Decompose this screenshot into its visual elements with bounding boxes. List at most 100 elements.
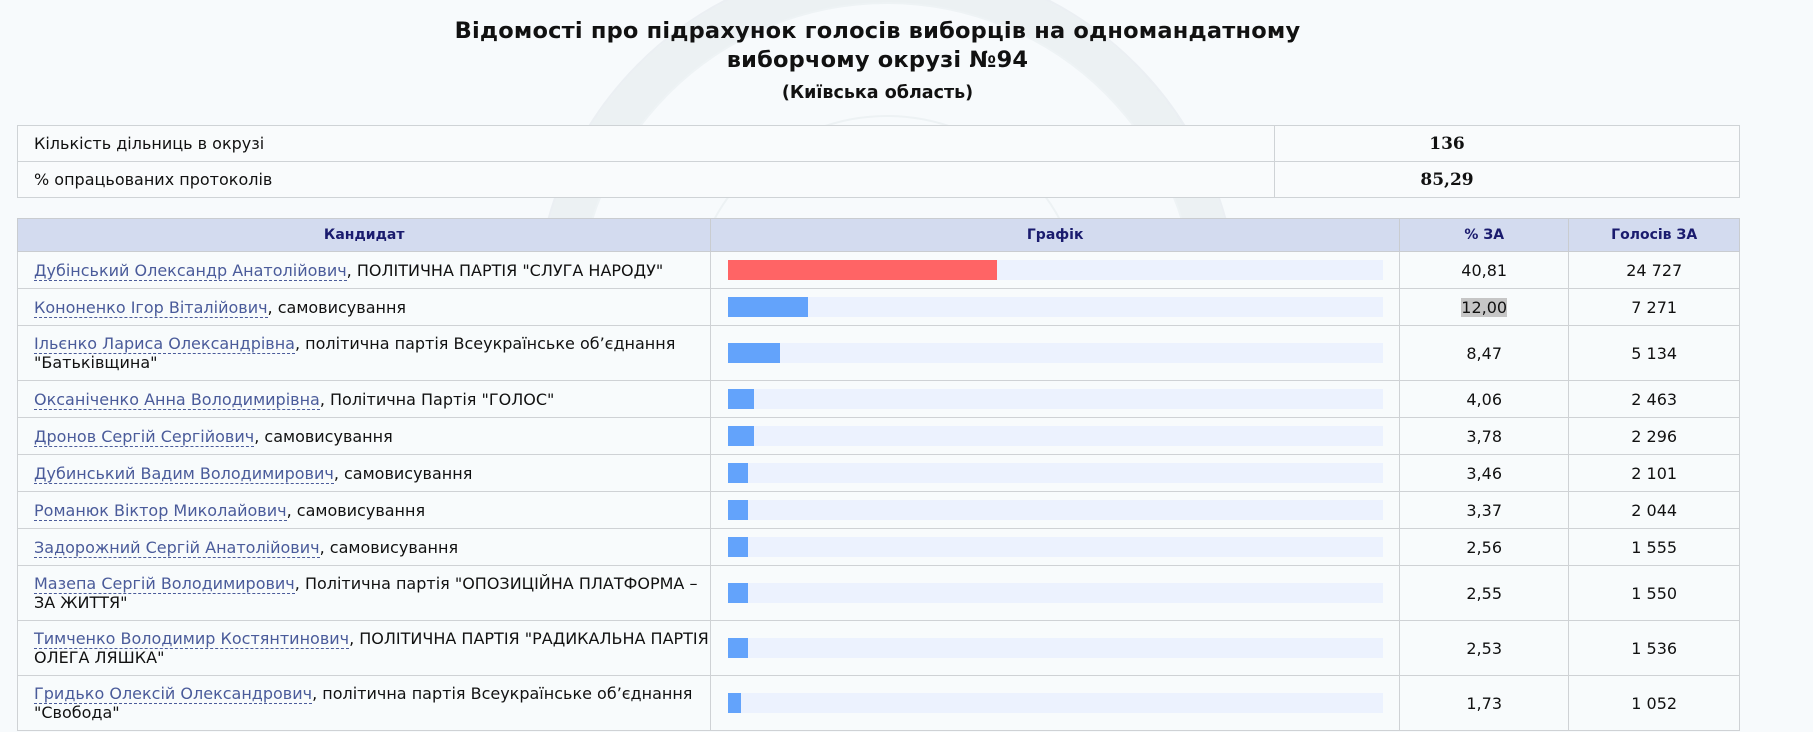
bar-track [728,500,1384,520]
candidate-name-link[interactable]: Тимченко Володимир Костянтинович [34,629,350,649]
votes-cell: 1 550 [1568,565,1740,621]
column-header-candidate[interactable]: Кандидат [16,218,712,252]
votes-value: 2 044 [1631,500,1678,520]
percent-value: 2,55 [1466,583,1502,603]
candidate-party: , ПОЛІТИЧНА ПАРТІЯ "СЛУГА НАРОДУ" [346,260,664,280]
candidate-name-link[interactable]: Мазепа Сергій Володимирович [34,574,295,594]
percent-value: 3,78 [1466,426,1502,446]
percent-cell: 12,00 [1399,288,1570,326]
votes-value: 1 550 [1631,583,1678,603]
votes-value: 24 727 [1626,260,1683,280]
votes-value: 2 101 [1631,463,1678,483]
table-row: Мазепа Сергій Володимирович, Політична п… [16,565,1740,621]
candidate-name-link[interactable]: Оксаніченко Анна Володимирівна [34,389,320,410]
votes-value: 1 052 [1631,693,1678,713]
candidate-cell: Кононенко Ігор Віталійович, самовисуванн… [16,288,712,326]
candidate-cell: Мазепа Сергій Володимирович, Політична п… [16,565,712,621]
bar-track [728,389,1384,409]
table-row: Дубінський Олександр Анатолійович, ПОЛІТ… [16,251,1740,289]
votes-cell: 1 555 [1568,528,1740,566]
chart-cell [710,417,1401,455]
percent-value: 12,00 [1461,297,1508,317]
candidate-cell: Тимченко Володимир Костянтинович, ПОЛІТИ… [16,620,712,676]
bar-track [728,693,1384,713]
candidate-name-link[interactable]: Кононенко Ігор Віталійович [34,297,268,318]
summary-label: % опрацьованих протоколів [17,161,1275,198]
chart-cell [710,565,1401,621]
chart-cell [710,251,1401,289]
table-row: Задорожний Сергій Анатолійович, самовису… [16,528,1740,566]
percent-value: 3,37 [1466,500,1502,520]
candidate-party: , Політична Партія "ГОЛОС" [319,389,555,409]
vote-share-bar [728,463,749,483]
percent-cell: 3,46 [1399,454,1570,492]
table-row: Тимченко Володимир Костянтинович, ПОЛІТИ… [16,620,1740,676]
candidate-party: , самовисування [267,297,407,317]
chart-cell [710,325,1401,381]
summary-row-protocols: % опрацьованих протоколів 85,29 [17,161,1740,198]
vote-share-bar [728,297,809,317]
vote-share-bar [728,693,742,713]
candidate-cell: Ільєнко Лариса Олександрівна, політична … [16,325,712,381]
summary-value: 136 [1274,125,1740,162]
table-row: Кононенко Ігор Віталійович, самовисуванн… [16,288,1740,326]
district-summary-table: Кількість дільниць в окрузі 136 % опраць… [17,125,1740,198]
percent-value: 1,73 [1466,693,1502,713]
candidate-cell: Романюк Віктор Миколайович, самовисуванн… [16,491,712,529]
chart-cell [710,528,1401,566]
percent-value: 40,81 [1461,260,1508,280]
chart-cell [710,380,1401,418]
candidate-name-link[interactable]: Ільєнко Лариса Олександрівна [34,334,295,354]
table-header-row: Кандидат Графік % ЗА Голосів ЗА [16,218,1740,252]
votes-cell: 2 296 [1568,417,1740,455]
bar-track [728,638,1384,658]
column-header-percent[interactable]: % ЗА [1399,218,1570,252]
candidate-cell: Дубінський Олександр Анатолійович, ПОЛІТ… [16,251,712,289]
vote-share-bar [728,343,781,363]
region-subtitle: (Київська область) [781,83,974,103]
percent-value: 4,06 [1466,389,1502,409]
candidate-party: , політична партія Всеукраїнське об’єдна… [34,334,676,372]
candidate-name-link[interactable]: Дронов Сергій Сергійович [34,426,255,447]
chart-cell [710,288,1401,326]
table-row: Дронов Сергій Сергійович, самовисування … [16,417,1740,455]
candidate-name-link[interactable]: Задорожний Сергій Анатолійович [34,537,320,558]
vote-share-bar [728,389,755,409]
votes-cell: 1 052 [1568,675,1740,731]
percent-cell: 1,73 [1399,675,1570,731]
votes-value: 1 555 [1631,537,1678,557]
chart-cell [710,491,1401,529]
bar-track [728,463,1384,483]
votes-value: 1 536 [1631,638,1678,658]
page-title-line1: Відомості про підрахунок голосів виборці… [454,18,1301,44]
table-row: Дубинський Вадим Володимирович, самовису… [16,454,1740,492]
candidate-name-link[interactable]: Гридько Олексій Олександрович [34,684,313,704]
page-title-line2: виборчому окрузі №94 [726,47,1029,73]
vote-share-bar [728,537,749,557]
candidate-party: , самовисування [286,500,426,520]
candidate-party: , ПОЛІТИЧНА ПАРТІЯ "РАДИКАЛЬНА ПАРТІЯ ОЛ… [34,629,709,667]
summary-value: 85,29 [1274,161,1740,198]
percent-cell: 3,78 [1399,417,1570,455]
percent-cell: 2,53 [1399,620,1570,676]
candidate-cell: Дронов Сергій Сергійович, самовисування [16,417,712,455]
candidate-name-link[interactable]: Романюк Віктор Миколайович [34,500,287,521]
vote-share-bar [728,426,755,446]
votes-cell: 1 536 [1568,620,1740,676]
votes-cell: 2 463 [1568,380,1740,418]
candidate-cell: Оксаніченко Анна Володимирівна, Політичн… [16,380,712,418]
percent-value: 3,46 [1466,463,1502,483]
bar-track [728,537,1384,557]
candidate-party: , Політична партія "ОПОЗИЦІЙНА ПЛАТФОРМА… [34,574,698,612]
candidate-cell: Задорожний Сергій Анатолійович, самовису… [16,528,712,566]
candidate-party: , самовисування [333,463,473,483]
bar-track [728,260,1384,280]
candidate-name-link[interactable]: Дубинський Вадим Володимирович [34,463,334,484]
column-header-votes[interactable]: Голосів ЗА [1568,218,1740,252]
candidate-cell: Дубинський Вадим Володимирович, самовису… [16,454,712,492]
candidate-name-link[interactable]: Дубінський Олександр Анатолійович [34,260,347,281]
candidate-party: , самовисування [319,537,459,557]
table-row: Гридько Олексій Олександрович, політична… [16,675,1740,731]
chart-cell [710,675,1401,731]
votes-cell: 24 727 [1568,251,1740,289]
